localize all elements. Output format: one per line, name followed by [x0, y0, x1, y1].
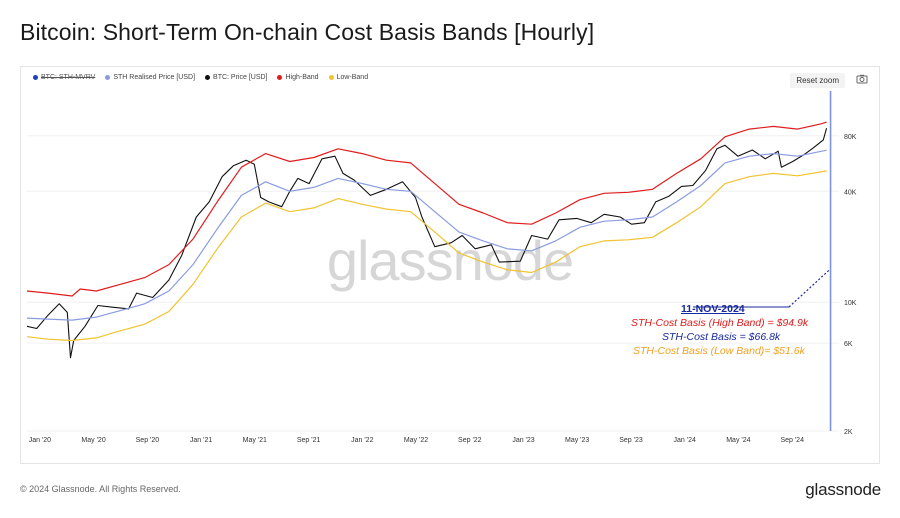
y-tick-label: 6K — [844, 341, 853, 348]
legend-label: STH Realised Price [USD] — [113, 74, 196, 81]
legend-item-sth-mvrv[interactable]: BTC: STH-MVRV — [33, 74, 95, 81]
legend-dot — [105, 75, 111, 80]
x-tick-label: May '21 — [243, 437, 267, 444]
legend-label: BTC: STH-MVRV — [41, 74, 96, 81]
chart-plot: glassnode 2K 6K 10K 40K 80K Jan '20 May '20 Sep … — [26, 91, 857, 444]
series-line — [26, 121, 827, 297]
x-tick-label: Sep '23 — [619, 437, 643, 444]
footer-logo: glassnode — [805, 480, 881, 499]
footer-copyright: © 2024 Glassnode. All Rights Reserved. — [20, 484, 181, 494]
x-tick-label: Jan '21 — [190, 437, 212, 444]
y-tick-label: 80K — [844, 134, 857, 141]
camera-icon[interactable] — [856, 73, 868, 85]
annotation-low-band: STH-Cost Basis (Low Band)= $51.6k — [633, 345, 805, 357]
annotation-date: 11-NOV-2024 — [681, 303, 745, 315]
annotation-cost-basis: STH-Cost Basis = $66.8k — [662, 331, 781, 343]
chart-title: Bitcoin: Short-Term On-chain Cost Basis … — [20, 19, 595, 45]
legend-item-btc-price[interactable]: BTC: Price [USD] — [205, 74, 267, 81]
series-line — [26, 149, 827, 321]
reset-zoom-button[interactable]: Reset zoom — [790, 73, 845, 88]
legend-dot — [33, 75, 38, 80]
legend-item-low-band[interactable]: Low-Band — [328, 74, 369, 81]
y-tick-label: 2K — [844, 429, 853, 436]
y-tick-label: 10K — [844, 300, 857, 307]
legend-dot — [205, 75, 211, 80]
x-tick-label: Sep '21 — [297, 437, 321, 444]
legend-item-high-band[interactable]: High-Band — [277, 74, 319, 81]
legend-dot — [328, 75, 334, 80]
watermark: glassnode — [327, 229, 573, 292]
x-tick-label: May '23 — [565, 437, 589, 444]
x-tick-label: Jan '22 — [351, 437, 373, 444]
x-tick-label: May '22 — [404, 437, 428, 444]
legend-item-sth-realised-price[interactable]: STH Realised Price [USD] — [105, 74, 195, 81]
annotation-connector — [788, 269, 830, 308]
legend-label: BTC: Price [USD] — [213, 74, 268, 81]
legend: BTC: STH-MVRV STH Realised Price [USD] B… — [33, 74, 368, 81]
legend-label: Low-Band — [336, 74, 369, 81]
y-tick-label: 40K — [844, 189, 857, 196]
x-tick-label: May '20 — [81, 437, 105, 444]
legend-label: High-Band — [285, 74, 319, 81]
x-tick-label: May '24 — [726, 437, 750, 444]
chart-panel: BTC: STH-MVRV STH Realised Price [USD] B… — [20, 66, 880, 464]
annotation-high-band: STH-Cost Basis (High Band) = $94.9k — [631, 317, 809, 329]
x-tick-label: Sep '22 — [458, 437, 482, 444]
x-tick-label: Jan '24 — [674, 437, 696, 444]
x-tick-label: Jan '20 — [29, 437, 51, 444]
x-tick-label: Sep '20 — [136, 437, 160, 444]
series-line — [26, 128, 828, 359]
x-tick-label: Jan '23 — [512, 437, 534, 444]
legend-dot — [277, 75, 283, 80]
x-tick-label: Sep '24 — [780, 437, 804, 444]
series-line — [26, 170, 827, 342]
